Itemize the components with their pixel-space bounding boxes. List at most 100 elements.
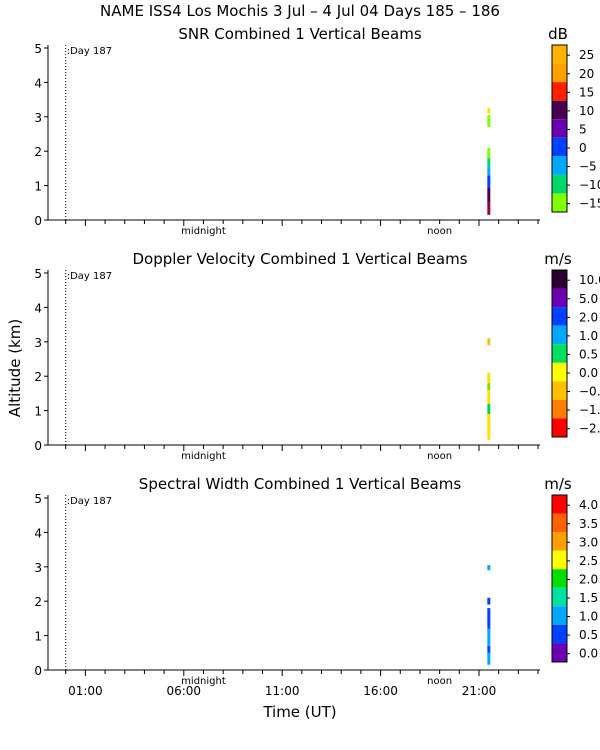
- colorbar-swatch: [552, 587, 567, 607]
- colorbar-tick-label: 0: [579, 141, 587, 155]
- colorbar-swatch: [552, 344, 567, 363]
- colorbar-tick-label: 5.0: [579, 292, 598, 306]
- colorbar-swatch: [552, 193, 567, 212]
- x-tick-label: 01:00: [68, 684, 103, 698]
- colorbar-tick-label: 1.0: [579, 329, 598, 343]
- colorbar-swatch: [552, 362, 567, 382]
- panel-title: SNR Combined 1 Vertical Beams: [178, 25, 421, 43]
- day-marker-label: :Day 187: [67, 271, 112, 282]
- data-segment: [487, 383, 491, 390]
- noon-label: noon: [427, 676, 452, 687]
- colorbar-frame: [551, 494, 568, 663]
- y-tick-label: 1: [34, 630, 42, 644]
- colorbar-tick-label: 2.0: [579, 572, 598, 586]
- panel-title: Doppler Velocity Combined 1 Vertical Bea…: [132, 250, 467, 268]
- colorbar-tick-label: 4.0: [579, 498, 598, 512]
- data-segment: [487, 628, 491, 646]
- colorbar-frame: [551, 44, 568, 213]
- colorbar-unit: m/s: [544, 475, 572, 493]
- colorbar-swatch: [552, 270, 567, 289]
- x-tick-label: 11:00: [265, 684, 300, 698]
- x-tick-label: 16:00: [363, 684, 398, 698]
- colorbar-tick-label: 10.0: [579, 273, 600, 287]
- x-tick-label: 21:00: [462, 684, 497, 698]
- colorbar-swatch: [552, 569, 567, 588]
- colorbar-swatch: [552, 550, 567, 570]
- colorbar-swatch: [552, 418, 567, 437]
- colorbar-swatch: [552, 495, 567, 514]
- midnight-label: midnight: [181, 451, 226, 462]
- colorbar-swatch: [552, 624, 567, 644]
- data-segment: [487, 608, 491, 629]
- data-segment: [487, 147, 491, 159]
- y-tick-label: 2: [34, 370, 42, 384]
- colorbar-tick-label: 5: [579, 122, 587, 136]
- y-tick-label: 5: [34, 42, 42, 56]
- day-marker-label: :Day 187: [67, 46, 112, 57]
- colorbar-tick-label: 1.0: [579, 610, 598, 624]
- colorbar-swatch: [552, 288, 567, 308]
- colorbar-swatch: [552, 643, 567, 662]
- y-tick-label: 0: [34, 214, 42, 228]
- midnight-label: midnight: [181, 676, 226, 687]
- data-segment: [487, 372, 491, 384]
- colorbar-swatch: [552, 307, 567, 326]
- colorbar-tick-label: −1.0: [579, 403, 600, 417]
- data-segment: [487, 403, 491, 415]
- data-segment: [487, 166, 491, 176]
- x-tick-label: 06:00: [166, 684, 201, 698]
- y-tick-label: 4: [34, 301, 42, 315]
- y-tick-label: 4: [34, 76, 42, 90]
- data-segment: [487, 115, 491, 128]
- colorbar-tick-label: 25: [579, 48, 594, 62]
- colorbar-swatch: [552, 606, 567, 625]
- colorbar-swatch: [552, 137, 567, 157]
- colorbar-tick-label: −0.5: [579, 385, 600, 399]
- colorbar-swatch: [552, 119, 567, 138]
- data-segment: [487, 187, 491, 203]
- data-segment: [487, 158, 491, 167]
- colorbar-tick-label: −10: [579, 178, 600, 192]
- colorbar-swatch: [552, 174, 567, 194]
- colorbar-swatch: [552, 100, 567, 120]
- y-tick-label: 5: [34, 267, 42, 281]
- colorbar-tick-label: −15: [579, 197, 600, 211]
- data-segment: [487, 597, 491, 605]
- colorbar-tick-label: 0.0: [579, 366, 598, 380]
- colorbar-tick-label: 3.0: [579, 535, 598, 549]
- noon-label: noon: [427, 226, 452, 237]
- colorbar-tick-label: 15: [579, 85, 594, 99]
- y-tick-label: 1: [34, 405, 42, 419]
- colorbar-tick-label: 0.5: [579, 628, 598, 642]
- colorbar-tick-label: 3.5: [579, 517, 598, 531]
- panels: SNR Combined 1 Vertical Beams 0 1 2 3 4 5 :Day …: [34, 25, 600, 698]
- y-tick-label: 1: [34, 180, 42, 194]
- data-segment: [487, 338, 491, 346]
- colorbar-unit: m/s: [544, 250, 572, 268]
- colorbar-tick-label: 2.0: [579, 310, 598, 324]
- y-tick-label: 2: [34, 595, 42, 609]
- y-axis-label: Altitude (km): [6, 319, 24, 417]
- data-segment: [487, 202, 491, 215]
- y-tick-label: 0: [34, 439, 42, 453]
- colorbar-tick-label: 10: [579, 104, 594, 118]
- midnight-label: midnight: [181, 226, 226, 237]
- colorbar-swatch: [552, 513, 567, 533]
- colorbar-tick-label: 2.5: [579, 554, 598, 568]
- y-tick-label: 3: [34, 561, 42, 575]
- colorbar-frame: [551, 269, 568, 438]
- noon-label: noon: [427, 451, 452, 462]
- colorbar-tick-label: 1.5: [579, 591, 598, 605]
- data-segment: [487, 414, 491, 440]
- colorbar-tick-label: 0.5: [579, 347, 598, 361]
- y-tick-label: 2: [34, 145, 42, 159]
- x-axis-label: Time (UT): [262, 703, 336, 721]
- data-segment: [487, 645, 491, 653]
- y-tick-label: 3: [34, 111, 42, 125]
- y-tick-label: 4: [34, 526, 42, 540]
- data-segment: [487, 652, 491, 665]
- colorbar-swatch: [552, 156, 567, 175]
- day-marker-label: :Day 187: [67, 496, 112, 507]
- colorbar-tick-label: −2.0: [579, 422, 600, 436]
